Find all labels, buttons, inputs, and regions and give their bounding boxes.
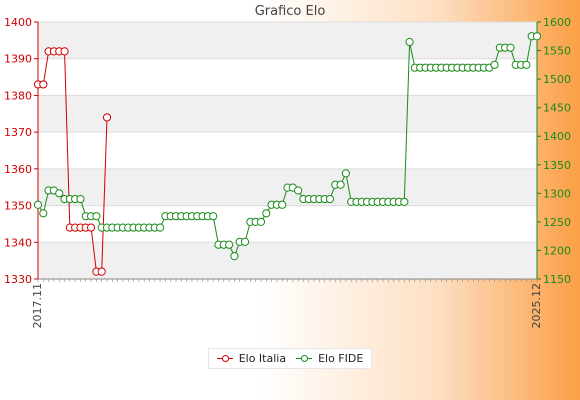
x-tick-label: 2025.12 — [530, 283, 543, 329]
data-point-1 — [294, 186, 303, 195]
data-point-1 — [262, 209, 271, 218]
legend-marker-elo-italia — [216, 354, 233, 364]
right-tick-label: 1200 — [543, 244, 571, 257]
data-point-0 — [102, 113, 112, 122]
chart-title: Grafico Elo — [254, 4, 326, 19]
data-point-1 — [400, 197, 409, 206]
data-point-1 — [522, 60, 531, 69]
left-tick-label: 1370 — [4, 126, 32, 139]
data-point-1 — [225, 240, 234, 249]
data-point-1 — [209, 212, 218, 221]
right-tick-label: 1450 — [543, 102, 571, 115]
data-point-1 — [76, 194, 85, 204]
legend: Elo Italia Elo FIDE — [0, 348, 580, 369]
data-point-1 — [325, 194, 335, 204]
data-point-0 — [60, 47, 69, 56]
data-point-1 — [230, 252, 239, 261]
legend-label-elo-italia: Elo Italia — [238, 352, 287, 365]
data-point-1 — [155, 223, 165, 232]
x-tick-label: 2017.11 — [31, 283, 44, 329]
right-tick-label: 1600 — [543, 16, 571, 29]
data-point-0 — [39, 80, 48, 89]
right-tick-label: 1150 — [543, 273, 571, 286]
data-point-1 — [278, 200, 287, 209]
data-point-1 — [506, 43, 515, 52]
legend-item-elo-italia[interactable]: Elo Italia — [216, 352, 287, 365]
data-point-1 — [92, 212, 101, 221]
data-point-1 — [341, 169, 350, 178]
data-point-0 — [97, 267, 106, 276]
right-tick-label: 1400 — [543, 130, 571, 143]
legend-marker-elo-fide — [296, 354, 313, 364]
left-tick-label: 1380 — [4, 89, 32, 102]
right-tick-label: 1550 — [543, 45, 571, 58]
left-tick-label: 1350 — [4, 200, 32, 213]
right-tick-label: 1300 — [543, 187, 571, 200]
data-point-1 — [405, 37, 414, 47]
left-tick-label: 1330 — [4, 273, 32, 286]
data-point-1 — [532, 32, 542, 41]
legend-item-elo-fide[interactable]: Elo FIDE — [296, 352, 363, 365]
data-point-1 — [336, 180, 345, 189]
plot-background — [38, 22, 537, 279]
grid-band — [38, 242, 537, 279]
grid-band — [38, 95, 537, 133]
legend-label-elo-fide: Elo FIDE — [318, 352, 364, 365]
data-point-1 — [55, 189, 64, 198]
left-tick-label: 1360 — [4, 163, 32, 176]
data-point-1 — [33, 200, 43, 209]
left-tick-label: 1340 — [4, 236, 32, 249]
data-point-0 — [86, 223, 96, 232]
legend-box: Elo Italia Elo FIDE — [207, 348, 373, 369]
left-tick-label: 1390 — [4, 53, 32, 66]
right-tick-label: 1250 — [543, 216, 571, 229]
right-tick-label: 1350 — [543, 159, 571, 172]
right-tick-label: 1500 — [543, 73, 571, 86]
data-point-1 — [240, 237, 250, 246]
data-point-1 — [39, 209, 48, 218]
data-point-1 — [490, 60, 499, 69]
data-point-1 — [256, 217, 266, 226]
grid-band — [38, 22, 537, 59]
left-tick-label: 1400 — [4, 16, 32, 29]
